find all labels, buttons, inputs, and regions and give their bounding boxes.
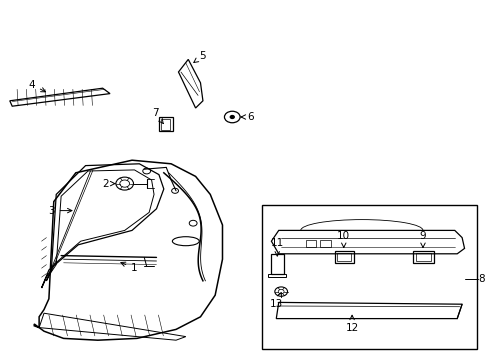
- Text: 4: 4: [28, 80, 45, 92]
- Bar: [161, 119, 170, 130]
- Bar: [159, 117, 172, 131]
- Bar: [320, 240, 330, 247]
- Text: 1: 1: [121, 262, 138, 273]
- Bar: [337, 253, 350, 261]
- Text: 3: 3: [48, 206, 72, 216]
- Bar: [415, 253, 430, 261]
- Text: 5: 5: [193, 51, 206, 63]
- Circle shape: [230, 116, 234, 118]
- Text: 12: 12: [345, 315, 358, 333]
- Text: 2: 2: [102, 179, 108, 189]
- Text: 10: 10: [337, 231, 349, 247]
- Bar: [305, 240, 316, 247]
- Bar: [271, 254, 283, 274]
- Text: 8: 8: [477, 274, 484, 284]
- Bar: [261, 205, 476, 349]
- Text: 11: 11: [270, 238, 284, 256]
- Bar: [412, 251, 433, 263]
- Text: 6: 6: [246, 112, 253, 122]
- Bar: [334, 251, 353, 263]
- Text: 7: 7: [152, 108, 163, 123]
- Text: 9: 9: [419, 231, 426, 247]
- Text: 13: 13: [269, 293, 283, 309]
